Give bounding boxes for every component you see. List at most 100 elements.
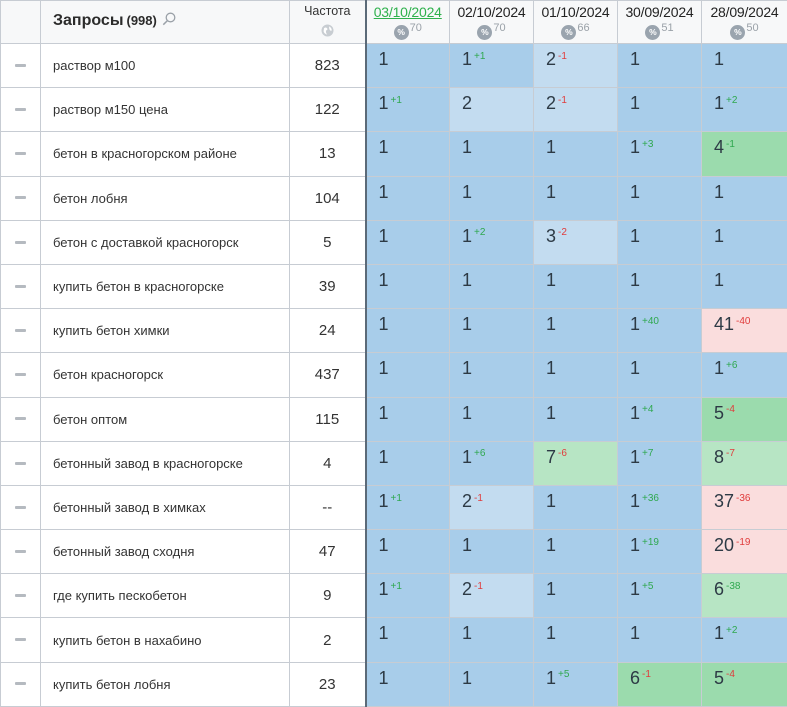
position-cell[interactable]: 1 [450,132,534,176]
position-cell[interactable]: 5-4 [702,397,787,441]
position-cell[interactable]: 1 [366,441,450,485]
position-cell[interactable]: 1 [366,662,450,706]
position-cell[interactable]: 1+5 [534,662,618,706]
collapse-icon[interactable] [15,506,26,509]
position-cell[interactable]: 1 [618,353,702,397]
row-toggle[interactable] [1,44,41,88]
position-cell[interactable]: 1 [618,88,702,132]
position-cell[interactable]: 1+2 [702,88,787,132]
query-text[interactable]: купить бетон в нахабино [41,618,290,662]
query-text[interactable]: купить бетон химки [41,309,290,353]
position-cell[interactable]: 1+1 [366,574,450,618]
position-cell[interactable]: 1 [450,530,534,574]
query-text[interactable]: бетон красногорск [41,353,290,397]
position-cell[interactable]: 4-1 [702,132,787,176]
position-cell[interactable]: 2-1 [534,88,618,132]
position-cell[interactable]: 1 [366,353,450,397]
date-label[interactable]: 03/10/2024 [367,4,450,20]
position-cell[interactable]: 1 [534,618,618,662]
position-cell[interactable]: 1+5 [618,574,702,618]
position-cell[interactable]: 1 [534,574,618,618]
position-cell[interactable]: 1 [618,220,702,264]
position-cell[interactable]: 1 [366,530,450,574]
query-text[interactable]: купить бетон лобня [41,662,290,706]
position-cell[interactable]: 1 [366,264,450,308]
position-cell[interactable]: 1+6 [450,441,534,485]
position-cell[interactable]: 1 [366,618,450,662]
date-label[interactable]: 28/09/2024 [702,4,787,20]
position-cell[interactable]: 1+2 [702,618,787,662]
position-cell[interactable]: 1 [702,176,787,220]
collapse-icon[interactable] [15,594,26,597]
position-cell[interactable]: 1+19 [618,530,702,574]
row-toggle[interactable] [1,353,41,397]
position-cell[interactable]: 1+1 [450,44,534,88]
collapse-icon[interactable] [15,682,26,685]
collapse-icon[interactable] [15,108,26,111]
query-text[interactable]: где купить пескобетон [41,574,290,618]
position-cell[interactable]: 1+1 [366,88,450,132]
position-cell[interactable]: 1 [450,264,534,308]
position-cell[interactable]: 1+4 [618,397,702,441]
row-toggle[interactable] [1,441,41,485]
position-cell[interactable]: 1 [366,220,450,264]
header-date-3[interactable]: 01/10/2024 %66 [534,1,618,44]
position-cell[interactable]: 1 [450,397,534,441]
collapse-icon[interactable] [15,285,26,288]
row-toggle[interactable] [1,309,41,353]
position-cell[interactable]: 1+36 [618,485,702,529]
position-cell[interactable]: 6-1 [618,662,702,706]
position-cell[interactable]: 1 [450,618,534,662]
query-text[interactable]: бетонный завод в красногорске [41,441,290,485]
position-cell[interactable]: 5-4 [702,662,787,706]
position-cell[interactable]: 1 [702,220,787,264]
position-cell[interactable]: 1+7 [618,441,702,485]
collapse-icon[interactable] [15,152,26,155]
position-cell[interactable]: 2-1 [534,44,618,88]
collapse-icon[interactable] [15,241,26,244]
row-toggle[interactable] [1,176,41,220]
position-cell[interactable]: 20-19 [702,530,787,574]
row-toggle[interactable] [1,397,41,441]
position-cell[interactable]: 1 [366,132,450,176]
position-cell[interactable]: 1 [534,485,618,529]
query-text[interactable]: купить бетон в красногорске [41,264,290,308]
row-toggle[interactable] [1,618,41,662]
position-cell[interactable]: 1 [702,264,787,308]
position-cell[interactable]: 1+2 [450,220,534,264]
collapse-icon[interactable] [15,373,26,376]
header-date-2[interactable]: 02/10/2024 %70 [450,1,534,44]
position-cell[interactable]: 1 [534,309,618,353]
collapse-icon[interactable] [15,329,26,332]
query-text[interactable]: бетонный завод сходня [41,530,290,574]
position-cell[interactable]: 1 [534,176,618,220]
position-cell[interactable]: 1 [450,353,534,397]
position-cell[interactable]: 7-6 [534,441,618,485]
position-cell[interactable]: 1+1 [366,485,450,529]
position-cell[interactable]: 2-1 [450,485,534,529]
position-cell[interactable]: 1 [366,309,450,353]
position-cell[interactable]: 41-40 [702,309,787,353]
query-text[interactable]: раствор м150 цена [41,88,290,132]
collapse-icon[interactable] [15,64,26,67]
position-cell[interactable]: 1 [618,264,702,308]
position-cell[interactable]: 1 [366,176,450,220]
query-text[interactable]: бетон с доставкой красногорск [41,220,290,264]
row-toggle[interactable] [1,264,41,308]
position-cell[interactable]: 1 [534,397,618,441]
position-cell[interactable]: 6-38 [702,574,787,618]
position-cell[interactable]: 1 [366,397,450,441]
position-cell[interactable]: 1 [534,132,618,176]
date-label[interactable]: 01/10/2024 [534,4,617,20]
position-cell[interactable]: 1 [450,662,534,706]
date-label[interactable]: 02/10/2024 [450,4,533,20]
collapse-icon[interactable] [15,462,26,465]
row-toggle[interactable] [1,485,41,529]
header-date-4[interactable]: 30/09/2024 %51 [618,1,702,44]
date-label[interactable]: 30/09/2024 [618,4,701,20]
query-text[interactable]: бетон лобня [41,176,290,220]
header-date-1[interactable]: 03/10/2024 %70 [366,1,450,44]
position-cell[interactable]: 1+3 [618,132,702,176]
position-cell[interactable]: 2-1 [450,574,534,618]
position-cell[interactable]: 1 [450,309,534,353]
